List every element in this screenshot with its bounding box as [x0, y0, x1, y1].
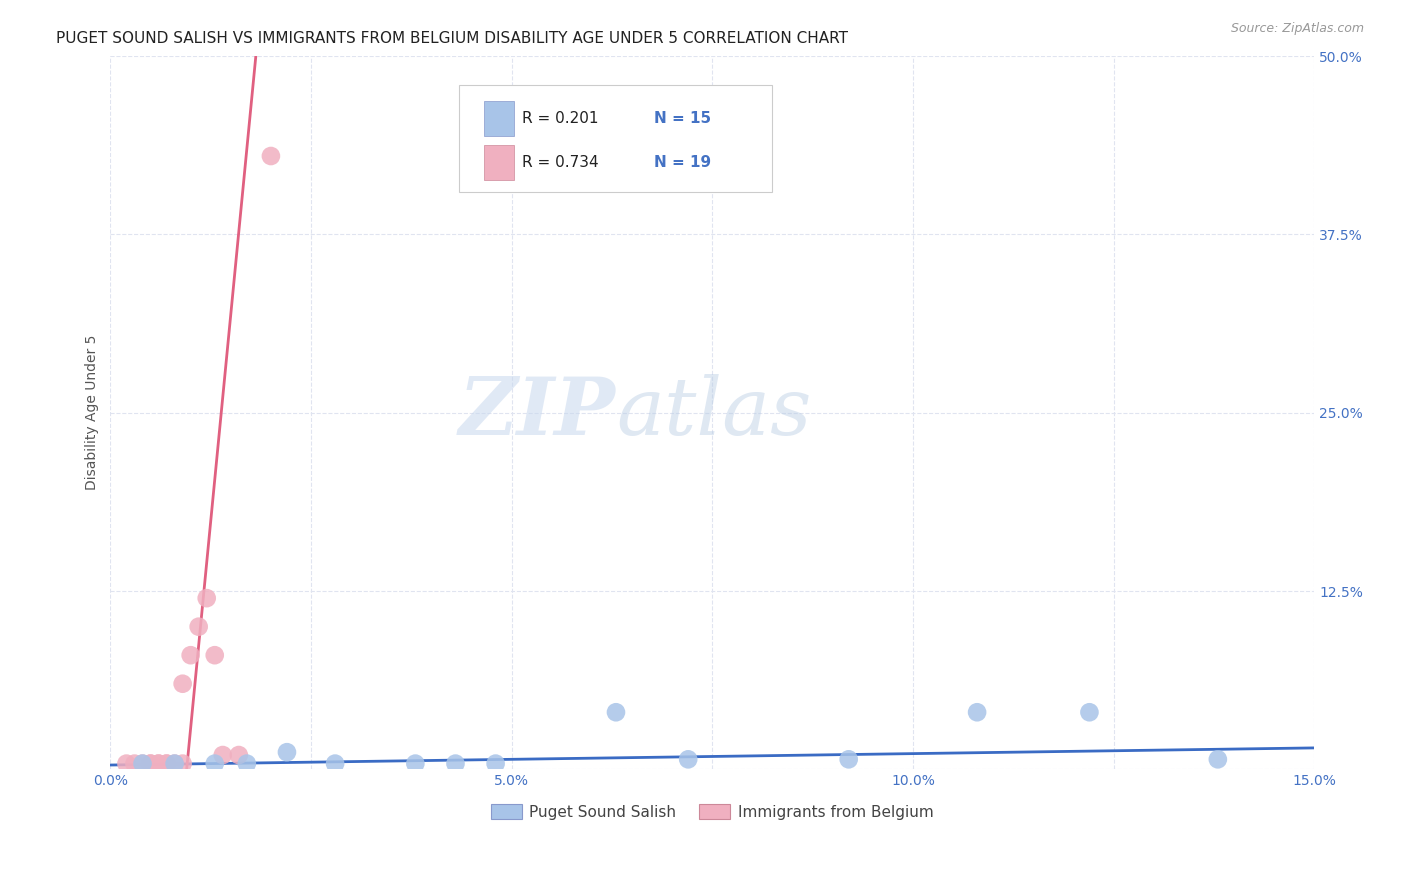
Point [195, 591, 218, 606]
Point [404, 756, 426, 771]
Point [115, 756, 138, 771]
Point [139, 756, 162, 771]
FancyBboxPatch shape [484, 101, 513, 136]
Text: R = 0.734: R = 0.734 [522, 155, 599, 169]
Point [605, 705, 627, 719]
Point [155, 756, 177, 771]
Point [148, 756, 170, 771]
FancyBboxPatch shape [484, 145, 513, 180]
Point [148, 756, 170, 771]
Text: ZIP: ZIP [460, 374, 616, 451]
Point [204, 756, 226, 771]
Point [484, 756, 506, 771]
Text: PUGET SOUND SALISH VS IMMIGRANTS FROM BELGIUM DISABILITY AGE UNDER 5 CORRELATION: PUGET SOUND SALISH VS IMMIGRANTS FROM BE… [56, 31, 848, 46]
Point [276, 745, 298, 759]
Point [180, 648, 202, 663]
Text: N = 15: N = 15 [655, 112, 711, 127]
Point [204, 648, 226, 663]
Point [211, 747, 233, 762]
Point [1078, 705, 1101, 719]
FancyBboxPatch shape [460, 85, 772, 192]
Point [131, 756, 153, 771]
Point [260, 149, 283, 163]
Point [155, 756, 177, 771]
Point [1206, 752, 1229, 766]
Point [323, 756, 346, 771]
Point [131, 756, 153, 771]
Point [676, 752, 699, 766]
Point [966, 705, 988, 719]
Text: Source: ZipAtlas.com: Source: ZipAtlas.com [1230, 22, 1364, 36]
Legend: Puget Sound Salish, Immigrants from Belgium: Puget Sound Salish, Immigrants from Belg… [485, 797, 939, 826]
Point [228, 747, 250, 762]
Point [172, 756, 194, 771]
Point [838, 752, 860, 766]
Text: N = 19: N = 19 [655, 155, 711, 169]
Point [139, 756, 162, 771]
Text: R = 0.201: R = 0.201 [522, 112, 599, 127]
Point [124, 756, 146, 771]
Point [236, 756, 259, 771]
Text: atlas: atlas [616, 374, 811, 451]
Point [163, 756, 186, 771]
Point [444, 756, 467, 771]
Point [187, 620, 209, 634]
Point [163, 756, 186, 771]
Point [172, 677, 194, 691]
Y-axis label: Disability Age Under 5: Disability Age Under 5 [86, 335, 100, 491]
